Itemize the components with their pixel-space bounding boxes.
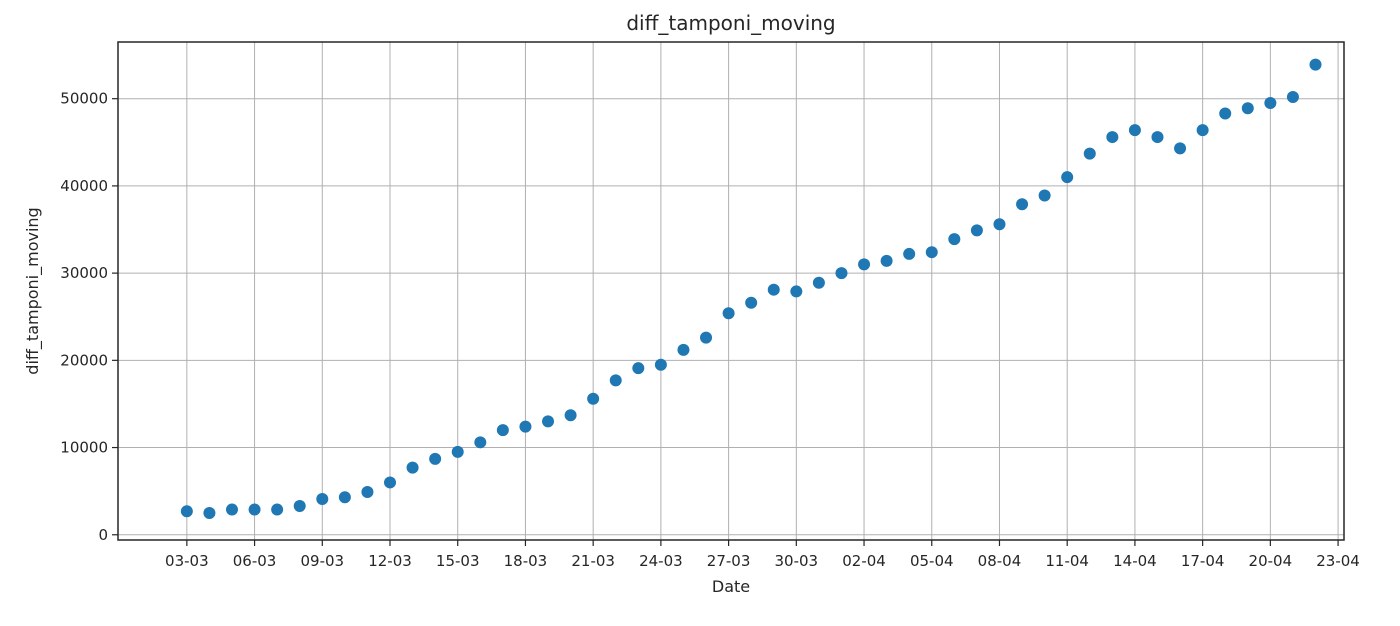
data-point xyxy=(1083,147,1096,160)
data-point xyxy=(1151,131,1164,144)
data-point xyxy=(271,503,284,516)
x-tick-label: 20-04 xyxy=(1249,552,1293,570)
data-point xyxy=(564,409,577,422)
data-point xyxy=(925,246,938,259)
data-point xyxy=(293,499,306,512)
data-point xyxy=(948,233,961,246)
grid-lines xyxy=(118,42,1344,540)
x-tick-label: 17-04 xyxy=(1181,552,1225,570)
data-point xyxy=(1106,131,1119,144)
data-point xyxy=(790,285,803,298)
data-point xyxy=(451,445,464,458)
y-axis: 0 10000 20000 30000 40000 50000 xyxy=(60,90,118,544)
y-tick-label: 40000 xyxy=(60,177,108,195)
x-tick-label: 30-03 xyxy=(775,552,819,570)
data-point xyxy=(496,424,509,437)
data-point xyxy=(1016,198,1029,211)
y-tick-label: 30000 xyxy=(60,264,108,282)
data-point xyxy=(677,343,690,356)
data-point xyxy=(722,307,735,320)
data-point xyxy=(609,374,622,387)
x-tick-label: 14-04 xyxy=(1113,552,1157,570)
y-tick-label: 0 xyxy=(98,526,108,544)
data-point xyxy=(542,415,555,428)
data-point xyxy=(406,461,419,474)
y-tick-label: 20000 xyxy=(60,351,108,369)
x-tick-label: 18-03 xyxy=(504,552,548,570)
data-point xyxy=(993,218,1006,231)
x-tick-label: 21-03 xyxy=(571,552,615,570)
y-axis-label: diff_tamponi_moving xyxy=(23,207,43,374)
x-tick-label: 08-04 xyxy=(978,552,1022,570)
data-point xyxy=(1038,189,1051,202)
x-tick-label: 23-04 xyxy=(1316,552,1360,570)
data-point xyxy=(587,392,600,405)
data-point xyxy=(316,493,329,506)
data-point xyxy=(858,258,871,271)
data-point xyxy=(1174,142,1187,155)
data-point xyxy=(1241,102,1254,115)
data-point xyxy=(767,283,780,296)
x-tick-label: 09-03 xyxy=(300,552,344,570)
data-point xyxy=(180,505,193,518)
data-point xyxy=(903,247,916,260)
data-point xyxy=(429,452,442,465)
x-tick-label: 06-03 xyxy=(233,552,277,570)
data-point xyxy=(1264,97,1277,110)
x-tick-label: 12-03 xyxy=(368,552,412,570)
chart-title: diff_tamponi_moving xyxy=(626,11,835,35)
data-point xyxy=(745,296,758,309)
y-tick-label: 10000 xyxy=(60,439,108,457)
x-tick-label: 03-03 xyxy=(165,552,209,570)
x-tick-label: 27-03 xyxy=(707,552,751,570)
data-point xyxy=(1061,171,1074,184)
data-point xyxy=(519,420,532,433)
data-point xyxy=(384,476,397,489)
data-point xyxy=(812,276,825,289)
y-tick-label: 50000 xyxy=(60,90,108,108)
data-points xyxy=(180,58,1322,519)
data-point xyxy=(632,362,645,375)
data-point xyxy=(654,358,667,371)
x-tick-label: 05-04 xyxy=(910,552,954,570)
data-point xyxy=(248,503,261,516)
data-point xyxy=(225,503,238,516)
data-point xyxy=(1286,90,1299,103)
x-axis: 03-03 06-03 09-03 12-03 15-03 18-03 21-03 24-03… xyxy=(165,540,1360,570)
x-tick-label: 24-03 xyxy=(639,552,683,570)
data-point xyxy=(880,254,893,267)
data-point xyxy=(474,436,487,449)
data-point xyxy=(1219,107,1232,120)
plot-frame xyxy=(117,41,1345,541)
data-point xyxy=(1196,124,1209,137)
x-tick-label: 15-03 xyxy=(436,552,480,570)
x-tick-label: 02-04 xyxy=(842,552,886,570)
data-point xyxy=(1128,124,1141,137)
data-point xyxy=(338,491,351,504)
data-point xyxy=(361,486,374,499)
x-tick-label: 11-04 xyxy=(1045,552,1089,570)
data-point xyxy=(1309,58,1322,71)
x-axis-label: Date xyxy=(712,577,750,596)
data-point xyxy=(835,267,848,280)
data-point xyxy=(970,224,983,237)
data-point xyxy=(700,331,713,344)
data-point xyxy=(203,506,216,519)
